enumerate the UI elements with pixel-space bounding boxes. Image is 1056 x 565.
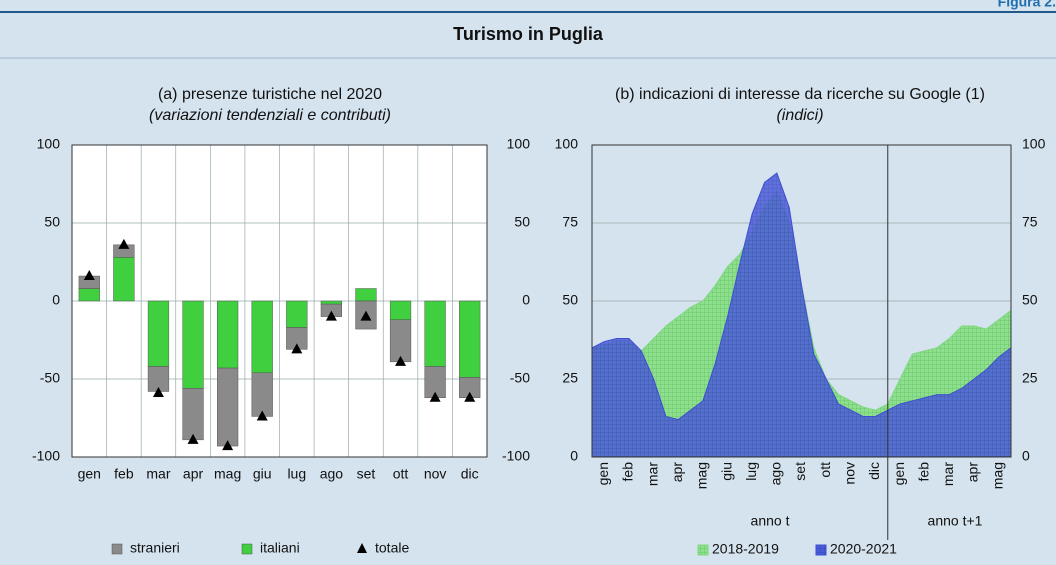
bar	[286, 300, 308, 328]
legend-swatch	[815, 544, 827, 556]
chart-title: (b) indicazioni di interesse da ricerche…	[615, 86, 985, 103]
x-tick-label: feb	[114, 466, 134, 482]
total-marker	[222, 440, 234, 451]
bar	[389, 300, 412, 320]
x-tick-label: feb	[620, 462, 636, 482]
x-tick-label: mag	[694, 462, 710, 489]
legend-label: 2020-2021	[830, 541, 897, 557]
x-tick-label: ott	[817, 462, 833, 478]
y2-tick-label: 100	[1022, 136, 1046, 152]
legend-label: italiani	[260, 540, 300, 556]
chart-subtitle: (indici)	[776, 107, 823, 124]
x-tick-label: apr	[183, 466, 204, 482]
bar	[389, 319, 412, 363]
plot-frame	[591, 144, 1012, 458]
legend-label: stranieri	[130, 540, 180, 556]
total-marker	[118, 238, 130, 249]
bar	[78, 288, 100, 302]
y-tick-label: 100	[37, 136, 61, 152]
y2-tick-label: -50	[510, 370, 530, 386]
total-marker	[83, 270, 95, 281]
legend-marker	[357, 543, 367, 553]
bar	[355, 288, 377, 302]
x-tick-label: apr	[669, 462, 685, 483]
x-tick-label: mar	[940, 462, 956, 486]
legend-label: 2018-2019	[712, 541, 779, 557]
total-marker	[395, 355, 407, 366]
figure-label: Figura 2.	[998, 0, 1056, 10]
bar	[182, 300, 204, 389]
bar	[320, 300, 342, 305]
x-tick-label: set	[792, 462, 808, 481]
y-tick-label: 0	[52, 292, 60, 308]
x-tick-label: dic	[866, 462, 882, 480]
x-tick-label: lug	[743, 462, 759, 481]
x-tick-label: gen	[891, 462, 907, 485]
bar	[424, 300, 446, 367]
chart-title: (a) presenze turistiche nel 2020	[158, 86, 382, 103]
figure-title: Turismo in Puglia	[453, 24, 604, 44]
x-tick-label: mag	[989, 462, 1005, 489]
y-tick-label: 0	[570, 448, 578, 464]
x-tick-label: lug	[287, 466, 306, 482]
x-tick-label: giu	[253, 466, 272, 482]
y-tick-label: 50	[562, 292, 578, 308]
x-tick-label: gen	[595, 462, 611, 485]
y2-tick-label: 50	[514, 214, 530, 230]
total-marker	[360, 310, 372, 321]
total-marker	[429, 391, 441, 402]
x-tick-label: mar	[644, 462, 660, 486]
total-marker	[152, 387, 164, 398]
bar	[182, 388, 204, 441]
bar	[251, 372, 273, 417]
x-tick-label: ago	[320, 466, 344, 482]
x-tick-label: giu	[718, 462, 734, 481]
y-tick-label: -100	[32, 448, 60, 464]
legend-label: totale	[375, 540, 409, 556]
legend-swatch	[111, 543, 123, 555]
x-tick-label: set	[357, 466, 376, 482]
bar	[113, 257, 135, 302]
annotation: anno t	[751, 513, 790, 529]
total-marker	[256, 410, 268, 421]
y2-tick-label: 50	[1022, 292, 1038, 308]
y2-tick-label: 0	[522, 292, 530, 308]
x-tick-label: mar	[146, 466, 170, 482]
chart-subtitle: (variazioni tendenziali e contributi)	[149, 107, 391, 124]
x-tick-label: nov	[841, 462, 857, 485]
y2-tick-label: 75	[1022, 214, 1038, 230]
total-marker	[187, 433, 199, 444]
x-tick-label: feb	[915, 462, 931, 482]
y2-tick-label: 100	[507, 136, 531, 152]
y-tick-label: 25	[562, 370, 578, 386]
x-tick-label: ago	[768, 462, 784, 486]
bar	[217, 300, 239, 369]
y2-tick-label: 25	[1022, 370, 1038, 386]
x-tick-label: mag	[214, 466, 241, 482]
y2-tick-label: -100	[502, 448, 530, 464]
legend-swatch	[241, 543, 253, 555]
y-tick-label: -50	[40, 370, 60, 386]
annotation: anno t+1	[928, 513, 983, 529]
x-tick-label: gen	[78, 466, 101, 482]
y2-tick-label: 0	[1022, 448, 1030, 464]
total-marker	[325, 310, 337, 321]
legend-swatch	[697, 544, 709, 556]
y-tick-label: 100	[555, 136, 579, 152]
total-marker	[291, 343, 303, 354]
bar	[217, 367, 239, 447]
area	[591, 172, 1012, 458]
x-tick-label: nov	[424, 466, 447, 482]
y-tick-label: 50	[44, 214, 60, 230]
bar	[459, 300, 481, 378]
y-tick-label: 75	[562, 214, 578, 230]
bar	[147, 300, 170, 367]
total-marker	[464, 391, 476, 402]
bar	[251, 300, 273, 374]
plot-frame	[71, 144, 488, 458]
x-tick-label: apr	[965, 462, 981, 483]
x-tick-label: ott	[393, 466, 409, 482]
x-tick-label: dic	[461, 466, 479, 482]
